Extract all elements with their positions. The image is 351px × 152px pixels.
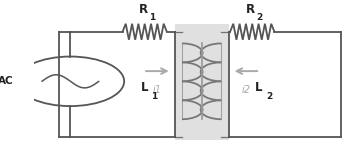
Text: $\mathbf{L}$: $\mathbf{L}$ [140,81,149,94]
Text: AC: AC [0,76,13,86]
Text: $\mathbf{L}$: $\mathbf{L}$ [254,81,264,94]
Text: $\mathbf{1}$: $\mathbf{1}$ [151,90,158,101]
Text: $\mathbf{R}$: $\mathbf{R}$ [138,3,148,16]
Text: $\mathbf{2}$: $\mathbf{2}$ [266,90,273,101]
Bar [175,24,229,140]
Text: i2: i2 [241,85,250,95]
Text: $\mathbf{R}$: $\mathbf{R}$ [245,3,256,16]
Text: $\mathbf{1}$: $\mathbf{1}$ [149,11,157,22]
Text: $\mathbf{2}$: $\mathbf{2}$ [257,11,264,22]
Text: i1: i1 [153,85,162,95]
